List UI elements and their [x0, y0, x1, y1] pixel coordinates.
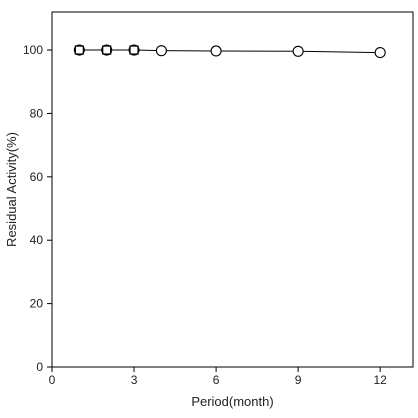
x-tick-label: 3: [131, 373, 138, 387]
y-tick-label: 0: [36, 360, 43, 374]
series-1-point: [101, 44, 113, 56]
y-axis-label: Residual Activity(%): [4, 132, 19, 247]
x-tick-label: 6: [213, 373, 220, 387]
x-axis-ticks: 0 3 6 9 12: [49, 367, 388, 387]
series-1-point: [155, 45, 167, 57]
x-tick-label: 12: [374, 373, 388, 387]
series-1-point: [210, 45, 222, 57]
y-tick-label: 20: [30, 297, 44, 311]
series-2-point: [74, 45, 84, 55]
x-axis-label: Period(month): [191, 394, 273, 409]
series-1-point: [128, 44, 140, 56]
plot-area-frame: [51, 11, 414, 368]
series-2-point: [129, 45, 139, 55]
series-1-point: [374, 47, 386, 59]
series-1-line: [79, 49, 381, 54]
y-tick-label: 100: [23, 43, 43, 57]
y-tick-label: 40: [30, 233, 44, 247]
x-tick-label: 9: [295, 373, 302, 387]
series-1-point: [73, 44, 85, 56]
y-axis-ticks: 0 20 40 60 80 100: [23, 43, 52, 374]
y-tick-label: 80: [30, 106, 44, 120]
x-tick-label: 0: [49, 373, 56, 387]
series-1-point: [292, 45, 304, 57]
series-2-point: [102, 45, 112, 55]
y-tick-label: 60: [30, 170, 44, 184]
series-layer: [73, 44, 386, 59]
